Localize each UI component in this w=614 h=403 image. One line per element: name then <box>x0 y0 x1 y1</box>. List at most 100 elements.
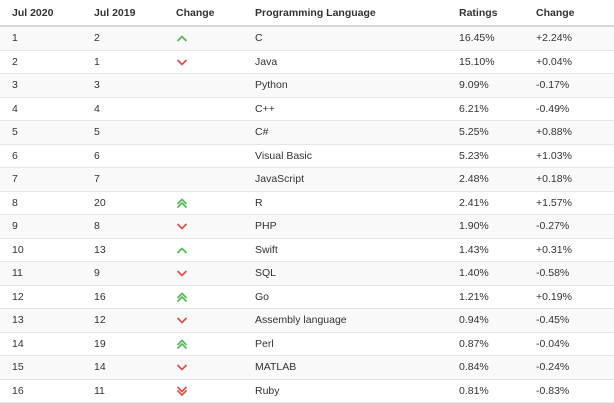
language-name: JavaScript <box>255 168 304 192</box>
rank-2020: 12 <box>12 286 24 310</box>
language-name: Java <box>255 51 277 75</box>
rating-value: 1.40% <box>459 262 489 286</box>
table-row: 7 7 JavaScript 2.48% +0.18% <box>0 168 614 192</box>
rank-2020: 4 <box>12 98 18 122</box>
rating-value: 2.41% <box>459 192 489 216</box>
up-icon <box>176 27 188 50</box>
double-up-icon <box>176 192 188 215</box>
rating-value: 16.45% <box>459 27 495 51</box>
up-icon <box>176 239 188 262</box>
rank-2020: 2 <box>12 51 18 75</box>
down-icon <box>176 215 188 238</box>
rank-2019: 7 <box>94 168 100 192</box>
language-name: R <box>255 192 263 216</box>
down-icon <box>176 356 188 379</box>
language-name: Visual Basic <box>255 145 312 169</box>
header-rating-change: Change <box>536 0 575 26</box>
rank-2019: 19 <box>94 333 106 357</box>
rating-change: +0.04% <box>536 51 572 75</box>
header-change: Change <box>176 0 215 26</box>
language-name: C <box>255 27 263 51</box>
rating-change: +2.24% <box>536 27 572 51</box>
rating-change: +0.19% <box>536 286 572 310</box>
rating-change: +1.03% <box>536 145 572 169</box>
rating-value: 0.81% <box>459 380 489 403</box>
language-name: Swift <box>255 239 278 263</box>
rank-2020: 13 <box>12 309 24 333</box>
language-name: PHP <box>255 215 277 239</box>
rating-change: +0.88% <box>536 121 572 145</box>
table-row: 2 1 Java 15.10% +0.04% <box>0 51 614 75</box>
rating-value: 1.43% <box>459 239 489 263</box>
rank-2019: 12 <box>94 309 106 333</box>
table-row: 5 5 C# 5.25% +0.88% <box>0 121 614 145</box>
rating-change: -0.27% <box>536 215 569 239</box>
language-name: MATLAB <box>255 356 296 380</box>
rank-2020: 15 <box>12 356 24 380</box>
rank-2019: 20 <box>94 192 106 216</box>
rating-value: 9.09% <box>459 74 489 98</box>
rank-2020: 5 <box>12 121 18 145</box>
rank-2020: 14 <box>12 333 24 357</box>
table-row: 12 16 Go 1.21% +0.19% <box>0 286 614 310</box>
rating-change: -0.17% <box>536 74 569 98</box>
rating-change: -0.58% <box>536 262 569 286</box>
double-down-icon <box>176 380 188 403</box>
rating-change: -0.49% <box>536 98 569 122</box>
language-name: Go <box>255 286 269 310</box>
rating-value: 6.21% <box>459 98 489 122</box>
down-icon <box>176 262 188 285</box>
rating-change: +1.57% <box>536 192 572 216</box>
double-up-icon <box>176 286 188 309</box>
rank-2019: 5 <box>94 121 100 145</box>
rank-2020: 10 <box>12 239 24 263</box>
rating-value: 2.48% <box>459 168 489 192</box>
rank-2020: 9 <box>12 215 18 239</box>
rank-2019: 13 <box>94 239 106 263</box>
rating-value: 15.10% <box>459 51 495 75</box>
rank-2019: 11 <box>94 380 105 403</box>
rank-2019: 8 <box>94 215 100 239</box>
rank-2020: 7 <box>12 168 18 192</box>
double-up-icon <box>176 333 188 356</box>
rank-2019: 14 <box>94 356 106 380</box>
language-name: Assembly language <box>255 309 347 333</box>
table-row: 15 14 MATLAB 0.84% -0.24% <box>0 356 614 380</box>
rank-2020: 1 <box>12 27 18 51</box>
rating-value: 5.23% <box>459 145 489 169</box>
language-name: Perl <box>255 333 274 357</box>
rating-change: -0.83% <box>536 380 569 403</box>
rank-2020: 6 <box>12 145 18 169</box>
language-name: C# <box>255 121 268 145</box>
down-icon <box>176 309 188 332</box>
rank-2020: 11 <box>12 262 23 286</box>
rank-2019: 4 <box>94 98 100 122</box>
rating-value: 5.25% <box>459 121 489 145</box>
rank-2019: 16 <box>94 286 106 310</box>
language-name: C++ <box>255 98 275 122</box>
header-programming-language: Programming Language <box>255 0 376 26</box>
rating-change: -0.45% <box>536 309 569 333</box>
rating-change: -0.24% <box>536 356 569 380</box>
table-row: 4 4 C++ 6.21% -0.49% <box>0 98 614 122</box>
header-jul-2020: Jul 2020 <box>12 0 53 26</box>
rank-2019: 6 <box>94 145 100 169</box>
language-name: SQL <box>255 262 276 286</box>
rating-change: +0.18% <box>536 168 572 192</box>
rating-value: 1.21% <box>459 286 489 310</box>
rating-value: 0.84% <box>459 356 489 380</box>
language-name: Ruby <box>255 380 280 403</box>
rank-2019: 2 <box>94 27 100 51</box>
table-header-row: Jul 2020 Jul 2019 Change Programming Lan… <box>0 0 614 27</box>
rank-2019: 1 <box>94 51 100 75</box>
rating-value: 0.94% <box>459 309 489 333</box>
table-row: 1 2 C 16.45% +2.24% <box>0 27 614 51</box>
table-row: 13 12 Assembly language 0.94% -0.45% <box>0 309 614 333</box>
table-row: 6 6 Visual Basic 5.23% +1.03% <box>0 145 614 169</box>
